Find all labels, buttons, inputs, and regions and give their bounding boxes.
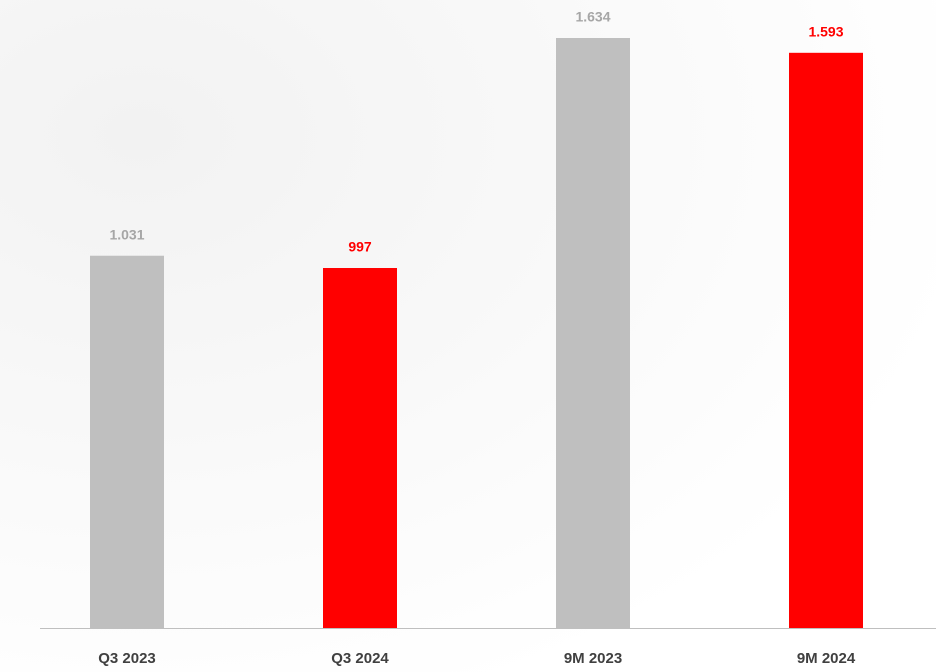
x-tick-label: 9M 2024 (797, 650, 856, 667)
x-tick-label: Q3 2023 (98, 650, 156, 667)
bar (556, 38, 630, 628)
bar (90, 255, 164, 628)
value-label: 997 (348, 239, 372, 255)
value-label: 1.593 (808, 24, 843, 40)
value-label: 1.031 (109, 226, 144, 242)
bar (323, 268, 397, 628)
x-tick-label: Q3 2024 (331, 650, 389, 667)
bar (789, 52, 863, 629)
x-tick-label: 9M 2023 (564, 650, 622, 667)
value-label: 1.634 (575, 9, 610, 25)
